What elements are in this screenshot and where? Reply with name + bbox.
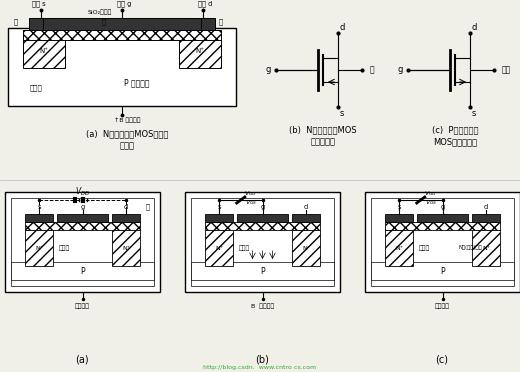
Bar	[371, 262, 514, 280]
Bar	[191, 18, 215, 30]
Bar	[292, 214, 320, 222]
Text: (b)  N沟道增强型MOS: (b) N沟道增强型MOS	[289, 125, 357, 135]
Bar	[371, 198, 514, 286]
Text: N⁺: N⁺	[35, 246, 43, 250]
Bar	[8, 28, 236, 106]
Bar	[205, 230, 233, 266]
Text: N⁺: N⁺	[122, 246, 130, 250]
Bar	[385, 214, 413, 222]
Text: P: P	[260, 266, 265, 276]
Text: 耗尽层: 耗尽层	[59, 245, 70, 251]
Text: s: s	[472, 109, 476, 118]
Text: SiO₂绝缘层: SiO₂绝缘层	[88, 9, 112, 15]
Text: N⁺: N⁺	[482, 246, 490, 250]
Text: 铝: 铝	[102, 19, 106, 25]
Text: 管代表符号: 管代表符号	[310, 138, 335, 147]
Bar	[57, 214, 108, 222]
Bar	[5, 192, 160, 292]
Text: 耗尽层: 耗尽层	[419, 245, 430, 251]
Text: MOS管代表符号: MOS管代表符号	[433, 138, 477, 147]
Bar	[112, 214, 140, 222]
Text: $V_{GG}$: $V_{GG}$	[244, 190, 257, 198]
Text: 耗尽层: 耗尽层	[239, 245, 250, 251]
Text: 漏极 d: 漏极 d	[198, 1, 212, 7]
Bar	[25, 230, 53, 266]
Text: g: g	[397, 65, 402, 74]
Text: N⁺: N⁺	[40, 48, 48, 54]
Bar	[365, 192, 520, 292]
Text: g: g	[81, 204, 85, 210]
Text: N⁺: N⁺	[196, 48, 204, 54]
Text: d: d	[471, 23, 477, 32]
Bar	[205, 214, 233, 222]
Text: d: d	[484, 204, 488, 210]
Text: $V_{DD}$: $V_{DD}$	[75, 186, 90, 198]
Text: s: s	[340, 109, 344, 118]
Bar	[29, 18, 53, 30]
Text: 衬: 衬	[370, 65, 374, 74]
Text: N型(感生)沟道: N型(感生)沟道	[459, 246, 483, 250]
Text: $V_{GS}$: $V_{GS}$	[244, 199, 257, 208]
Text: g: g	[440, 204, 445, 210]
Text: 源极 s: 源极 s	[32, 1, 46, 7]
Text: 铝: 铝	[14, 19, 18, 25]
Bar	[23, 30, 65, 68]
Text: http://blog.csdn.  www.cntro cs.com: http://blog.csdn. www.cntro cs.com	[203, 366, 317, 371]
Bar	[472, 230, 500, 266]
Text: N⁺: N⁺	[395, 246, 403, 250]
Bar	[23, 30, 221, 40]
Text: (c)  P沟道增强型: (c) P沟道增强型	[432, 125, 478, 135]
Bar	[112, 230, 140, 266]
Text: (a)  N沟道增强型MOS管结构: (a) N沟道增强型MOS管结构	[86, 129, 168, 138]
Text: (b): (b)	[255, 355, 269, 365]
Text: 衬底: 衬底	[501, 65, 511, 74]
Bar	[292, 230, 320, 266]
Text: (c): (c)	[436, 355, 448, 365]
Text: s: s	[397, 204, 401, 210]
Bar	[385, 222, 500, 230]
Text: N⁺: N⁺	[215, 246, 223, 250]
Bar	[191, 198, 334, 286]
Text: s: s	[217, 204, 221, 210]
Text: ↑B 衬底引线: ↑B 衬底引线	[114, 117, 140, 123]
Bar	[11, 198, 154, 286]
Bar	[191, 262, 334, 280]
Text: P: P	[80, 266, 85, 276]
Bar	[25, 222, 140, 230]
Text: g: g	[261, 204, 265, 210]
Bar	[179, 30, 221, 68]
Text: 示意图: 示意图	[120, 141, 135, 151]
Text: $V_{GG}$: $V_{GG}$	[424, 190, 437, 198]
Text: (a): (a)	[75, 355, 89, 365]
Text: 衬底引线: 衬底引线	[75, 303, 90, 309]
Bar	[11, 262, 154, 280]
Text: 铝: 铝	[146, 204, 150, 210]
Text: g: g	[265, 65, 271, 74]
Text: 衬底引线: 衬底引线	[435, 303, 450, 309]
Text: $V_{GS}$: $V_{GS}$	[425, 199, 437, 208]
Bar	[385, 230, 413, 266]
Bar	[237, 214, 288, 222]
Text: P: P	[440, 266, 445, 276]
Bar	[185, 192, 340, 292]
Text: N⁺: N⁺	[302, 246, 310, 250]
Text: d: d	[124, 204, 128, 210]
Text: d: d	[340, 23, 345, 32]
Bar	[205, 222, 320, 230]
Text: 耗尽层: 耗尽层	[30, 85, 42, 91]
Bar	[25, 214, 53, 222]
Text: 铝: 铝	[219, 19, 223, 25]
Bar	[417, 214, 468, 222]
Text: P 型硅衬底: P 型硅衬底	[124, 78, 150, 87]
Bar	[43, 18, 201, 30]
Text: B  衬底引线: B 衬底引线	[251, 303, 274, 309]
Text: s: s	[37, 204, 41, 210]
Bar	[472, 214, 500, 222]
Text: 栅极 g: 栅极 g	[117, 1, 131, 7]
Text: d: d	[304, 204, 308, 210]
